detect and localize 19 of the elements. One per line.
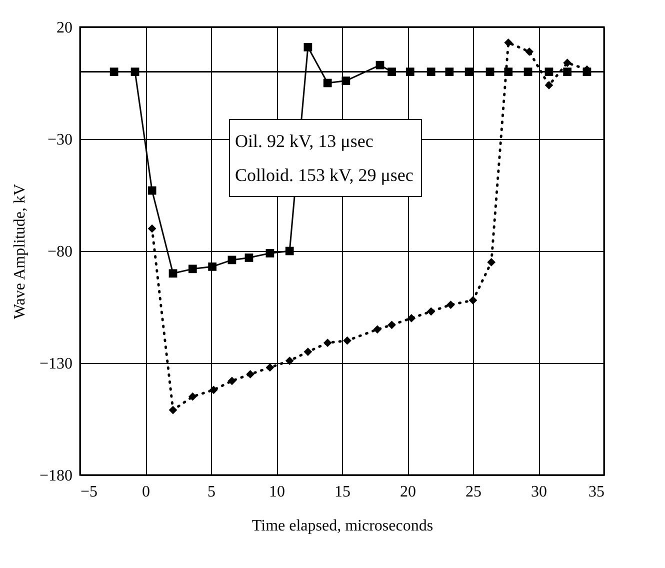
note-box: Oil. 92 kV, 13 μsec Colloid. 153 kV, 29 μsec — [229, 119, 422, 197]
x-tick-label: 35 — [588, 484, 604, 500]
x-tick-label: 30 — [531, 484, 547, 500]
x-axis-title: Time elapsed, microseconds — [252, 518, 434, 534]
x-tick-label: 25 — [466, 484, 482, 500]
x-tick-label: 10 — [269, 484, 285, 500]
y-tick-label: −80 — [47, 244, 72, 260]
x-tick-label: −5 — [80, 484, 98, 500]
x-tick-label: 0 — [142, 484, 150, 500]
annotation: Colloid. 153 kV, 29 μsec — [235, 164, 414, 187]
y-tick-label: −30 — [47, 132, 72, 148]
y-tick-label: −180 — [39, 468, 72, 484]
annotation: Oil. 92 kV, 13 μsec — [235, 130, 374, 153]
y-tick-label: −130 — [39, 356, 72, 372]
y-axis-title: Wave Amplitude, kV — [11, 183, 28, 320]
x-tick-label: 5 — [208, 484, 216, 500]
x-tick-label: 20 — [400, 484, 416, 500]
y-tick-label: 20 — [56, 20, 72, 36]
x-tick-label: 15 — [334, 484, 350, 500]
